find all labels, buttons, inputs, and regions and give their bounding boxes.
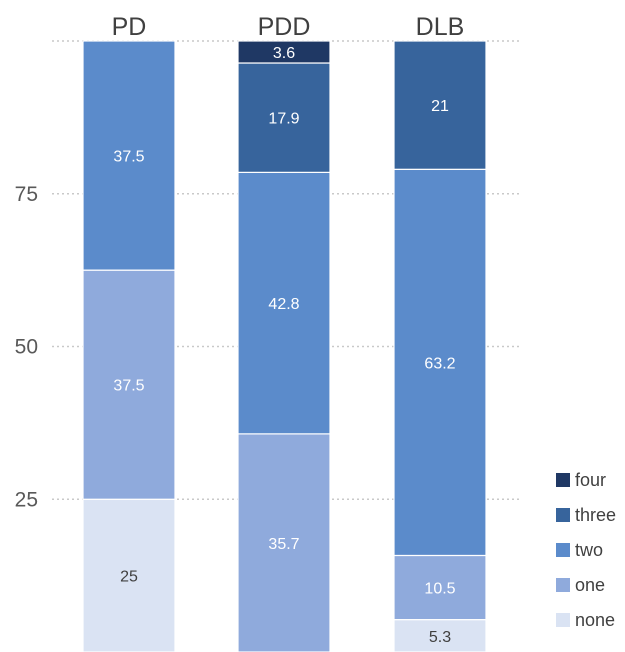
category-label: PD xyxy=(112,13,147,41)
bar-segment-one xyxy=(237,433,331,652)
legend: four three two one none xyxy=(556,470,616,630)
data-label: 37.5 xyxy=(113,149,144,166)
data-label: 35.7 xyxy=(268,536,299,553)
category-label: DLB xyxy=(416,13,465,41)
data-labels: 25 37.5 37.5 35.7 42.8 17.9 3.6 5.3 10.5 63.2 21 xyxy=(113,45,455,646)
bar-segment-none xyxy=(393,619,487,652)
data-label: 5.3 xyxy=(429,629,451,646)
data-label: 25 xyxy=(120,569,138,586)
data-label: 21 xyxy=(431,98,449,115)
legend-label: one xyxy=(575,575,605,595)
category-label: PDD xyxy=(258,13,311,41)
bar-segment-one xyxy=(82,269,176,500)
bar-segment-four xyxy=(237,40,331,64)
bar-segment-two xyxy=(82,40,176,271)
bar-segment-three xyxy=(237,62,331,173)
data-label: 63.2 xyxy=(424,355,455,372)
legend-swatch-two xyxy=(556,543,570,557)
data-label: 42.8 xyxy=(268,296,299,313)
legend-swatch-three xyxy=(556,508,570,522)
legend-label: three xyxy=(575,505,616,525)
data-label: 17.9 xyxy=(268,111,299,128)
y-axis-ticks: 25 50 75 xyxy=(15,183,38,512)
category-labels: PD PDD DLB xyxy=(112,13,465,41)
y-tick-label: 25 xyxy=(15,488,38,511)
y-tick-label: 75 xyxy=(15,183,38,206)
bars xyxy=(82,40,487,652)
data-label: 3.6 xyxy=(273,45,295,62)
y-tick-label: 50 xyxy=(15,336,38,359)
legend-label: two xyxy=(575,540,603,560)
legend-swatch-four xyxy=(556,473,570,487)
data-label: 37.5 xyxy=(113,378,144,395)
legend-label: none xyxy=(575,610,615,630)
legend-swatch-one xyxy=(556,578,570,592)
bar-segment-two xyxy=(393,168,487,557)
bar-segment-two xyxy=(237,171,331,435)
legend-swatch-none xyxy=(556,613,570,627)
data-label: 10.5 xyxy=(424,581,455,598)
bar-segment-three xyxy=(393,40,487,170)
legend-label: four xyxy=(575,470,606,490)
